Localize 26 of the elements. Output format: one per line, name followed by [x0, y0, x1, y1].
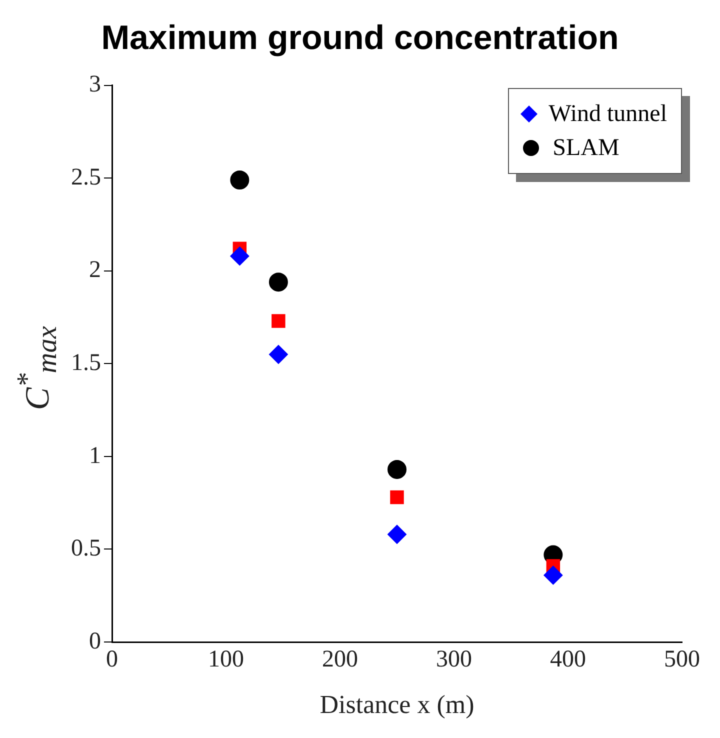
y-tick-label: 2	[89, 257, 101, 284]
chart-title: Maximum ground concentration	[100, 18, 620, 59]
y-tick-label: 0.5	[71, 536, 101, 562]
point	[272, 314, 286, 328]
point	[544, 566, 563, 585]
point	[268, 272, 288, 292]
y-tick-label: 1	[89, 442, 101, 469]
y-tick-label: 3	[89, 72, 101, 98]
x-tick-label: 400	[550, 646, 586, 673]
legend-label: SLAM	[552, 134, 620, 163]
x-tick-label: 200	[322, 646, 358, 673]
point	[268, 344, 288, 364]
x-axis-title: Distance x (m)	[320, 690, 474, 720]
point	[390, 490, 404, 504]
point	[230, 246, 250, 266]
x-tick-label: 300	[436, 646, 472, 673]
y-tick-label: 1.5	[71, 350, 101, 376]
point	[388, 524, 406, 544]
y-tick-label: 0	[89, 628, 101, 654]
point	[388, 460, 406, 479]
x-tick-label: 0	[106, 646, 118, 673]
legend-label: Wind tunnel	[548, 100, 667, 129]
x-tick-label: 500	[664, 646, 700, 673]
point	[230, 170, 250, 190]
x-tick-label: 100	[208, 646, 244, 673]
y-tick-label: 2.5	[71, 164, 101, 190]
